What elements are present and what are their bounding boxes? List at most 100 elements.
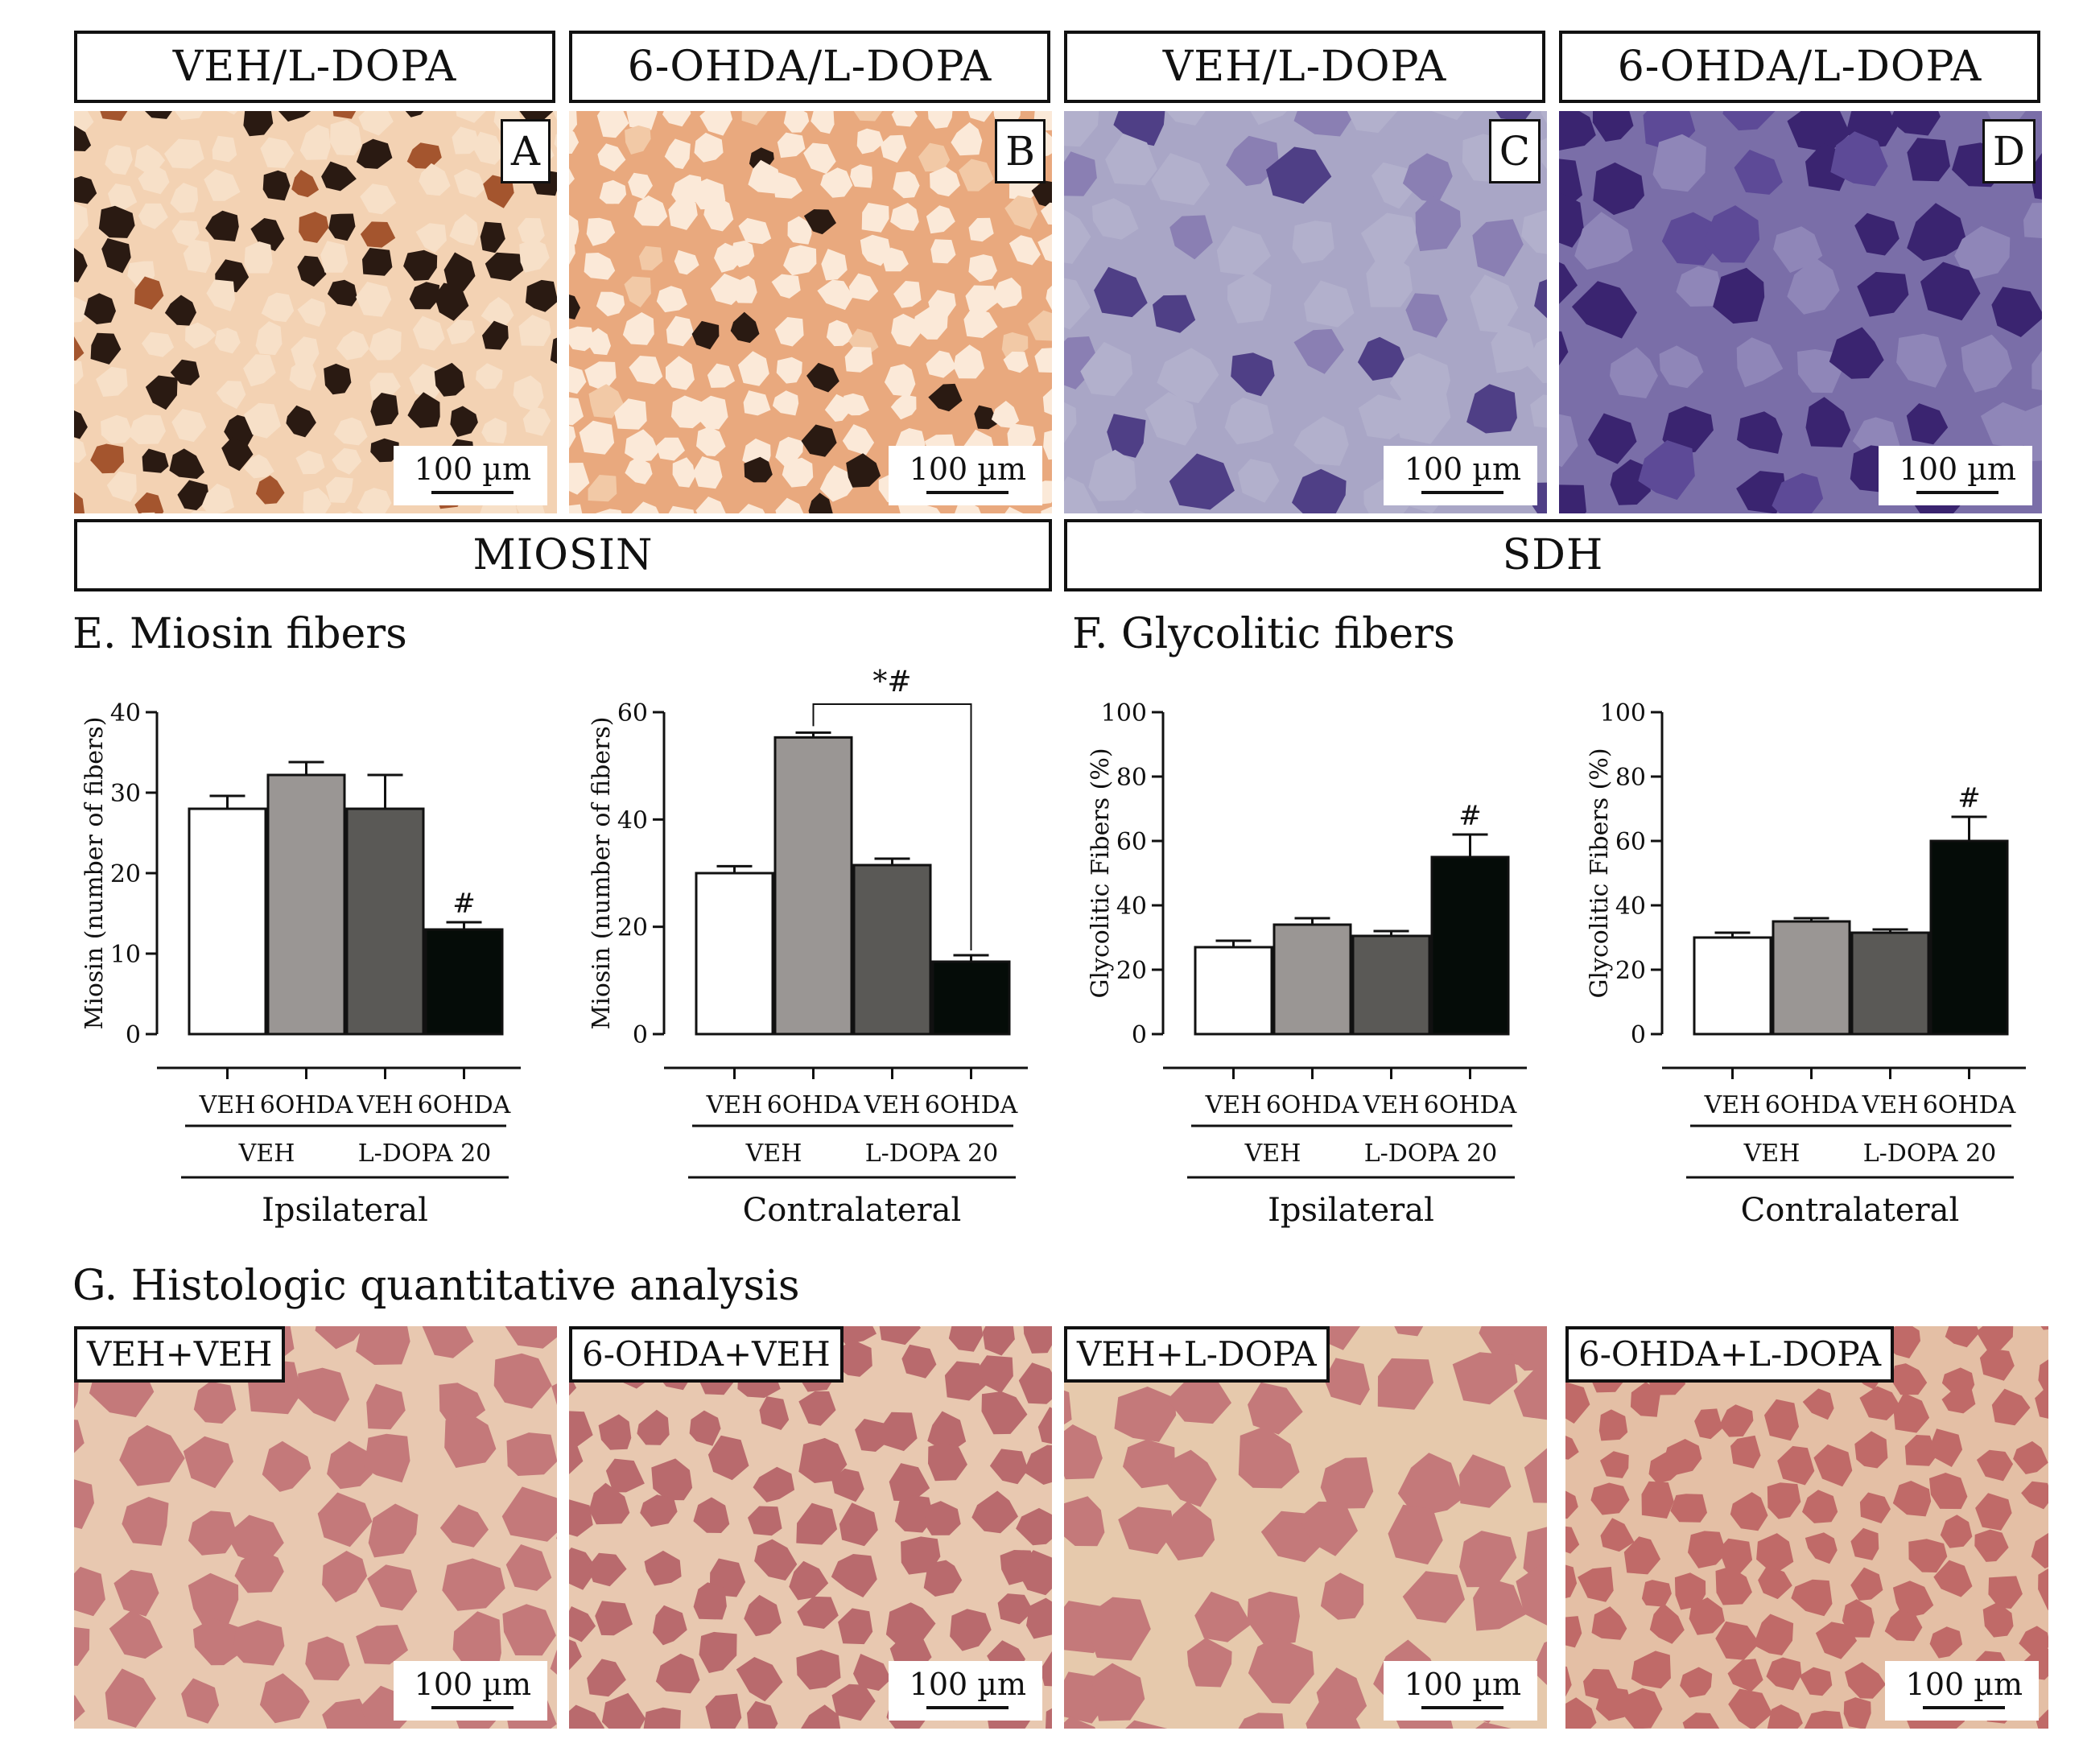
bar	[1351, 934, 1431, 1036]
muscle-fiber	[1610, 459, 1651, 505]
muscle-fiber	[744, 1594, 782, 1637]
y-tick-label: 0	[1132, 1021, 1147, 1049]
muscle-fiber	[1588, 413, 1637, 464]
muscle-fiber	[1850, 1527, 1879, 1560]
muscle-fiber	[625, 456, 653, 484]
muscle-fiber	[1247, 1591, 1300, 1647]
muscle-fiber	[662, 111, 691, 127]
muscle-fiber	[1394, 1326, 1424, 1337]
muscle-fiber	[518, 217, 545, 245]
muscle-fiber	[295, 450, 325, 475]
muscle-fiber	[842, 424, 875, 455]
muscle-fiber	[1843, 1697, 1871, 1729]
muscle-fiber	[963, 307, 998, 338]
muscle-fiber	[930, 239, 956, 264]
muscle-fiber	[981, 1391, 1028, 1435]
muscle-fiber	[1475, 1722, 1512, 1729]
muscle-fiber	[1216, 225, 1271, 276]
muscle-fiber	[1591, 1606, 1627, 1640]
y-tick-label: 10	[110, 941, 141, 969]
muscle-fiber	[1578, 1567, 1614, 1602]
muscle-fiber	[90, 332, 122, 365]
muscle-fiber	[693, 456, 723, 489]
muscle-fiber	[689, 1410, 721, 1446]
muscle-fiber	[820, 167, 853, 198]
muscle-fiber	[1988, 1576, 2023, 1609]
muscle-fiber	[666, 356, 695, 390]
muscle-fiber	[1168, 1449, 1217, 1507]
muscle-fiber	[1976, 1449, 2014, 1482]
muscle-fiber	[1991, 1388, 2031, 1426]
muscle-fiber	[522, 406, 551, 436]
bar	[266, 773, 346, 1036]
muscle-fiber	[2031, 1532, 2048, 1569]
muscle-fiber	[1491, 324, 1537, 373]
muscle-fiber	[839, 1502, 878, 1547]
muscle-fiber	[1452, 1352, 1518, 1405]
muscle-fiber	[1226, 135, 1280, 187]
muscle-fiber	[485, 252, 524, 282]
muscle-fiber	[434, 282, 469, 321]
muscle-fiber	[848, 273, 879, 301]
muscle-fiber	[201, 483, 234, 513]
muscle-fiber	[472, 131, 505, 165]
muscle-fiber	[214, 328, 241, 354]
muscle-fiber	[2038, 1359, 2048, 1391]
muscle-fiber	[959, 159, 994, 192]
muscle-fiber	[953, 344, 984, 379]
muscle-fiber	[569, 111, 577, 136]
muscle-fiber	[1031, 180, 1052, 208]
muscle-fiber	[730, 311, 760, 344]
y-tick-label: 100	[1101, 699, 1147, 727]
muscle-fiber	[1304, 280, 1355, 328]
muscle-fiber	[1371, 162, 1417, 209]
muscle-fiber	[1470, 274, 1519, 333]
muscle-fiber	[344, 511, 353, 513]
muscle-fiber	[449, 213, 479, 246]
muscle-fiber	[502, 1604, 556, 1656]
muscle-fiber	[1495, 111, 1532, 122]
y-axis-label: Glycolitic Fibers (%)	[1586, 748, 1614, 998]
micrograph-panel-d: D 100 µm	[1559, 111, 2042, 513]
muscle-fiber	[134, 276, 164, 310]
muscle-fiber	[605, 1458, 645, 1493]
muscle-fiber	[74, 410, 88, 439]
scale-label: 100 µm	[909, 1667, 1026, 1702]
muscle-fiber	[861, 203, 889, 233]
muscle-fiber	[291, 336, 320, 368]
muscle-fiber	[730, 241, 755, 268]
muscle-fiber	[2013, 1440, 2048, 1474]
muscle-fiber	[1764, 1399, 1799, 1441]
muscle-fiber	[1064, 111, 1099, 147]
muscle-fiber	[782, 457, 814, 488]
muscle-fiber	[1132, 509, 1146, 513]
muscle-fiber	[526, 279, 557, 312]
muscle-fiber	[2031, 350, 2042, 391]
muscle-fiber	[640, 1494, 678, 1527]
muscle-fiber	[579, 420, 615, 455]
muscle-fiber	[1734, 150, 1783, 195]
muscle-fiber	[356, 138, 393, 169]
muscle-fiber	[403, 249, 438, 281]
muscle-fiber	[409, 282, 440, 310]
muscle-fiber	[569, 214, 580, 246]
muscle-fiber	[789, 1560, 829, 1601]
significance-mark: #	[1458, 800, 1482, 832]
muscle-fiber	[1641, 1580, 1672, 1607]
muscle-fiber	[1975, 1493, 2012, 1531]
muscle-fiber	[695, 395, 728, 430]
scale-line	[431, 1706, 514, 1709]
muscle-fiber	[109, 1609, 163, 1659]
muscle-fiber	[1718, 1538, 1753, 1574]
muscle-fiber	[738, 351, 769, 386]
muscle-fiber	[917, 504, 941, 513]
muscle-fiber	[332, 447, 362, 475]
muscle-fiber	[569, 167, 575, 186]
muscle-fiber	[243, 111, 274, 137]
x-tick-label: VEH	[1862, 1091, 1919, 1119]
y-tick-label: 20	[1615, 957, 1646, 985]
y-tick-label: 40	[617, 806, 648, 835]
muscle-fiber	[1991, 286, 2042, 337]
muscle-fiber	[1736, 337, 1784, 388]
